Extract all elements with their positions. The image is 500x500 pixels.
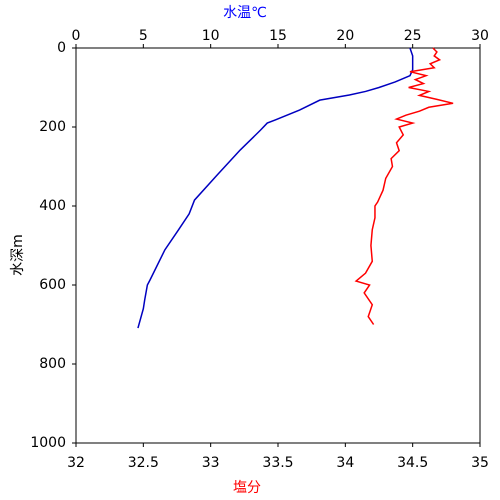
plot-frame <box>75 47 481 444</box>
x-tick-label: 30 <box>471 28 489 44</box>
y-axis-title: 水深m <box>10 234 26 276</box>
x-tick-label: 0 <box>72 28 81 44</box>
data-line <box>354 47 454 325</box>
x2-tick-label: 35 <box>471 455 489 471</box>
x-tick-label: 5 <box>139 28 148 44</box>
y-tick-label: 800 <box>39 356 66 372</box>
x2-tick-label: 33 <box>202 455 220 471</box>
x2-axis-title: 塩分 <box>233 480 261 496</box>
x-axis-title: 水温℃ <box>223 5 267 21</box>
data-line <box>137 47 414 329</box>
x-tick-label: 25 <box>404 28 422 44</box>
x-tick-label: 10 <box>202 28 220 44</box>
y-tick-label: 600 <box>39 277 66 293</box>
x2-tick-label: 33.5 <box>262 455 293 471</box>
y-tick-label: 200 <box>39 119 66 135</box>
x-tick-label: 20 <box>336 28 354 44</box>
x2-tick-label: 32.5 <box>128 455 159 471</box>
y-tick-label: 400 <box>39 198 66 214</box>
y-tick-label: 1000 <box>30 435 66 451</box>
x2-tick-label: 32 <box>67 455 85 471</box>
x2-tick-label: 34 <box>336 455 354 471</box>
y-tick-label: 0 <box>57 40 66 56</box>
x2-tick-label: 34.5 <box>397 455 428 471</box>
x-tick-label: 15 <box>269 28 287 44</box>
